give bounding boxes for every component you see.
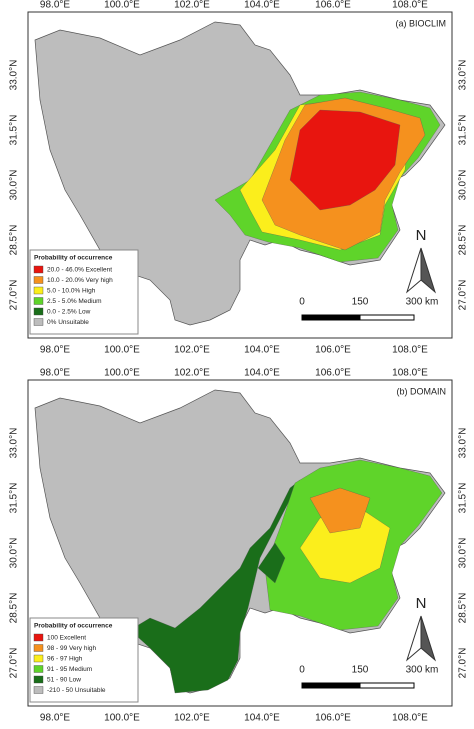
longitude-label: 106.0°E bbox=[315, 0, 351, 11]
scale-bar bbox=[301, 314, 361, 321]
north-arrow bbox=[420, 247, 437, 294]
suitability-zone bbox=[289, 109, 401, 211]
legend: Probability of occurrence 20.0 - 46.0% Ex… bbox=[29, 249, 139, 335]
longitude-label: 104.0°E bbox=[244, 345, 280, 356]
longitude-label: 100.0°E bbox=[104, 345, 140, 356]
legend-swatch bbox=[33, 654, 44, 663]
longitude-label: 100.0°E bbox=[104, 368, 140, 379]
scale-label: 300 km bbox=[406, 297, 439, 308]
latitude-label: 33.0°N bbox=[9, 428, 20, 459]
longitude-label: 102.0°E bbox=[174, 0, 210, 11]
longitude-label: 98.0°E bbox=[40, 345, 70, 356]
longitude-label: 108.0°E bbox=[392, 713, 428, 724]
panel-label: (a) BIOCLIM bbox=[395, 18, 446, 28]
longitude-label: 106.0°E bbox=[315, 368, 351, 379]
scale-label: 150 bbox=[352, 297, 369, 308]
legend-swatch bbox=[33, 276, 44, 284]
longitude-label: 102.0°E bbox=[174, 713, 210, 724]
latitude-label: 27.0°N bbox=[458, 280, 469, 311]
north-label: N bbox=[416, 595, 427, 612]
legend-label: 100 Excellent bbox=[47, 635, 86, 642]
legend-swatch bbox=[33, 307, 44, 316]
legend-label: 51 - 90 Low bbox=[47, 677, 81, 684]
longitude-label: 104.0°E bbox=[244, 713, 280, 724]
legend-label: -210 - 50 Unsuitable bbox=[47, 687, 106, 694]
longitude-label: 98.0°E bbox=[40, 368, 70, 379]
longitude-label: 108.0°E bbox=[392, 345, 428, 356]
legend-swatch bbox=[33, 686, 44, 694]
legend-label: 91 - 95 Medium bbox=[47, 666, 92, 673]
latitude-label: 30.0°N bbox=[9, 538, 20, 569]
longitude-label: 100.0°E bbox=[104, 713, 140, 724]
latitude-label: 31.5°N bbox=[9, 115, 20, 146]
legend-swatch bbox=[33, 675, 44, 684]
legend-label: 2.5 - 5.0% Medium bbox=[47, 298, 102, 305]
latitude-label: 33.0°N bbox=[458, 60, 469, 91]
longitude-label: 104.0°E bbox=[244, 0, 280, 11]
legend-swatch bbox=[33, 265, 44, 274]
legend-swatch bbox=[33, 665, 44, 673]
legend-label: 10.0 - 20.0% Very high bbox=[47, 277, 113, 284]
latitude-label: 31.5°N bbox=[458, 483, 469, 514]
suitability-zone bbox=[257, 542, 286, 584]
suitability-zone bbox=[309, 487, 371, 534]
legend-box bbox=[29, 249, 139, 335]
latitude-label: 33.0°N bbox=[458, 428, 469, 459]
longitude-label: 98.0°E bbox=[40, 0, 70, 11]
latitude-label: 28.5°N bbox=[458, 225, 469, 256]
latitude-label: 27.0°N bbox=[458, 648, 469, 679]
longitude-label: 104.0°E bbox=[244, 368, 280, 379]
legend-title: Probability of occurrence bbox=[34, 623, 113, 630]
legend-swatch bbox=[33, 644, 44, 652]
north-arrow bbox=[420, 615, 437, 662]
latitude-label: 30.0°N bbox=[458, 538, 469, 569]
legend-label: 98 - 99 Very high bbox=[47, 645, 97, 652]
latitude-label: 28.5°N bbox=[9, 593, 20, 624]
latitude-label: 30.0°N bbox=[9, 170, 20, 201]
legend-swatch bbox=[33, 633, 44, 642]
longitude-label: 98.0°E bbox=[40, 713, 70, 724]
legend-swatch bbox=[33, 318, 44, 326]
legend-label: 96 - 97 High bbox=[47, 656, 83, 663]
scale-bar bbox=[359, 682, 415, 689]
scale-label: 0 bbox=[299, 665, 305, 676]
legend-label: 20.0 - 46.0% Excellent bbox=[47, 267, 112, 274]
scale-label: 300 km bbox=[406, 665, 439, 676]
north-label: N bbox=[416, 227, 427, 244]
map-panel: (a) BIOCLIM 98.0°E 100.0°E 102.0°E 104.0°E 10… bbox=[9, 0, 469, 356]
latitude-label: 28.5°N bbox=[9, 225, 20, 256]
longitude-label: 102.0°E bbox=[174, 345, 210, 356]
legend-swatch bbox=[33, 286, 44, 295]
longitude-label: 102.0°E bbox=[174, 368, 210, 379]
latitude-label: 31.5°N bbox=[9, 483, 20, 514]
latitude-label: 27.0°N bbox=[9, 280, 20, 311]
longitude-label: 106.0°E bbox=[315, 713, 351, 724]
scale-label: 150 bbox=[352, 665, 369, 676]
latitude-label: 27.0°N bbox=[9, 648, 20, 679]
latitude-label: 33.0°N bbox=[9, 60, 20, 91]
longitude-label: 100.0°E bbox=[104, 0, 140, 11]
scale-bar bbox=[359, 314, 415, 321]
panel-label: (b) DOMAIN bbox=[397, 386, 447, 396]
legend-swatch bbox=[33, 297, 44, 305]
latitude-label: 30.0°N bbox=[458, 170, 469, 201]
longitude-label: 108.0°E bbox=[392, 0, 428, 11]
latitude-label: 31.5°N bbox=[458, 115, 469, 146]
longitude-label: 106.0°E bbox=[315, 345, 351, 356]
scale-bar bbox=[301, 682, 361, 689]
scale-label: 0 bbox=[299, 297, 305, 308]
legend-box bbox=[29, 617, 139, 703]
legend: Probability of occurrence 100 Excellent 98… bbox=[29, 617, 139, 703]
legend-label: 0.0 - 2.5% Low bbox=[47, 309, 91, 316]
legend-label: 5.0 - 10.0% High bbox=[47, 288, 96, 295]
legend-label: 0% Unsuitable bbox=[47, 319, 89, 326]
longitude-label: 108.0°E bbox=[392, 368, 428, 379]
map-panel: (b) DOMAIN 98.0°E 100.0°E 102.0°E 104.0°E 106… bbox=[9, 368, 469, 724]
latitude-label: 28.5°N bbox=[458, 593, 469, 624]
legend-title: Probability of occurrence bbox=[34, 255, 113, 262]
